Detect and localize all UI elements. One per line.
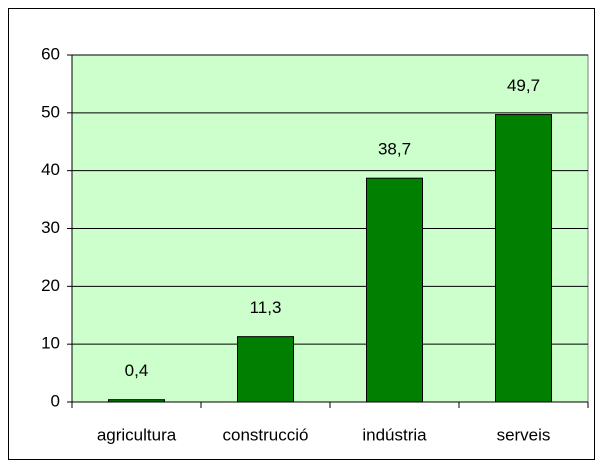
x-tick-label: construcció (223, 425, 309, 444)
bar (237, 336, 294, 403)
x-tick-label: serveis (497, 425, 551, 444)
data-label: 49,7 (507, 76, 540, 95)
data-label: 0,4 (125, 361, 149, 380)
y-tick-label: 50 (41, 102, 60, 121)
x-tick-label: agricultura (97, 425, 177, 444)
data-label: 38,7 (378, 140, 411, 159)
y-tick-label: 60 (41, 44, 60, 63)
data-label: 11,3 (250, 298, 282, 317)
y-tick-label: 0 (51, 391, 60, 410)
bar (108, 399, 165, 403)
x-tick-label: indústria (362, 425, 427, 444)
bar (366, 177, 423, 403)
y-tick-label: 40 (41, 160, 60, 179)
y-tick-label: 20 (41, 276, 60, 295)
y-tick-label: 30 (41, 218, 60, 237)
bar (495, 114, 552, 403)
y-tick-label: 10 (41, 334, 60, 353)
